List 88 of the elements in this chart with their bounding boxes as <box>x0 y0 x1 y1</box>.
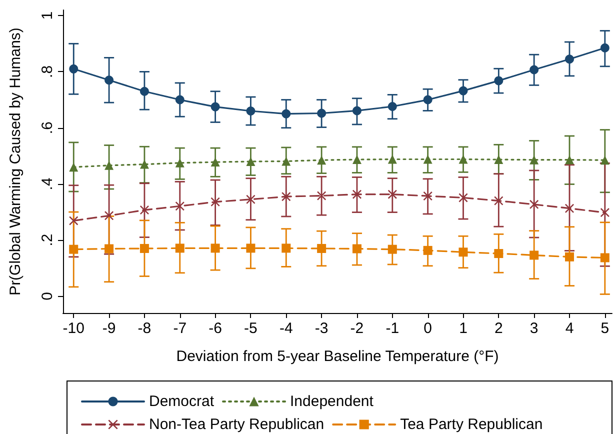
point <box>600 208 610 218</box>
point <box>140 86 149 96</box>
x-tick-label: -4 <box>279 320 293 337</box>
y-tick-label: .8 <box>39 65 56 78</box>
point <box>104 211 114 220</box>
point <box>530 250 539 260</box>
x-tick-label: -7 <box>173 320 187 337</box>
point <box>282 109 291 118</box>
x-tick-label: 1 <box>459 320 468 337</box>
legend-label: Democrat <box>149 393 215 410</box>
point <box>246 106 256 116</box>
x-axis-title: Deviation from 5-year Baseline Temperature (°F) <box>176 348 499 365</box>
point <box>69 216 78 226</box>
point <box>530 155 539 164</box>
point <box>210 197 220 206</box>
point <box>317 156 326 165</box>
point <box>175 158 184 168</box>
point <box>175 95 184 104</box>
point <box>282 192 291 202</box>
x-tick-label: -9 <box>102 320 116 337</box>
point <box>175 202 184 211</box>
point <box>564 204 574 213</box>
point <box>246 157 256 166</box>
point <box>317 244 326 253</box>
y-tick-label: 0 <box>39 292 56 300</box>
point <box>423 192 432 201</box>
x-tick-label: 3 <box>530 320 538 337</box>
point <box>352 155 362 164</box>
point <box>565 54 574 64</box>
point <box>246 244 256 253</box>
point <box>494 196 504 206</box>
x-tick-label: -1 <box>386 320 400 337</box>
x-tick-label: 5 <box>600 320 610 337</box>
point <box>246 194 256 204</box>
legend-label: Tea Party Republican <box>400 416 543 433</box>
point <box>210 102 220 112</box>
point <box>423 154 432 164</box>
point <box>140 244 149 253</box>
point <box>69 64 78 74</box>
x-tick-label: 0 <box>424 320 432 337</box>
x-tick-label: -3 <box>314 320 328 337</box>
point <box>458 248 468 257</box>
x-tick-label: 2 <box>494 320 503 337</box>
y-tick-label: .4 <box>39 178 56 190</box>
point <box>352 106 362 116</box>
point <box>317 108 326 118</box>
point <box>104 244 114 254</box>
x-tick-label: -5 <box>244 320 258 337</box>
legend-label: Independent <box>290 393 374 410</box>
legend-label: Non-Tea Party Republican <box>149 416 324 433</box>
point <box>104 76 114 85</box>
point <box>140 160 149 169</box>
point <box>388 154 397 164</box>
point <box>210 244 220 253</box>
point <box>352 244 362 254</box>
y-tick-label: .6 <box>39 122 56 134</box>
point <box>175 244 184 253</box>
point <box>423 246 432 255</box>
point <box>600 43 610 52</box>
point <box>388 102 397 112</box>
x-tick-label: -2 <box>350 320 364 337</box>
x-tick-label: -6 <box>208 320 222 337</box>
y-tick-label: .2 <box>39 234 56 246</box>
point <box>458 86 468 96</box>
x-tick-label: -8 <box>138 320 152 337</box>
y-axis-title: Pr(Global Warming Caused by Humans) <box>7 28 24 296</box>
point <box>317 191 326 200</box>
point <box>423 95 432 104</box>
point <box>69 162 78 172</box>
x-tick-label: -10 <box>62 320 84 337</box>
point <box>282 244 291 253</box>
point <box>494 155 504 164</box>
point <box>210 158 220 167</box>
point <box>388 190 397 199</box>
y-tick-label: 1 <box>39 11 56 20</box>
point <box>530 200 539 209</box>
point <box>458 154 468 164</box>
point <box>494 76 504 86</box>
x-tick-label: 4 <box>565 320 574 337</box>
point <box>69 244 78 254</box>
point <box>600 156 610 165</box>
point <box>282 156 291 166</box>
point <box>530 65 539 74</box>
point <box>600 253 610 262</box>
point <box>388 244 397 254</box>
point <box>352 190 362 199</box>
point <box>494 249 504 258</box>
point <box>564 252 574 262</box>
